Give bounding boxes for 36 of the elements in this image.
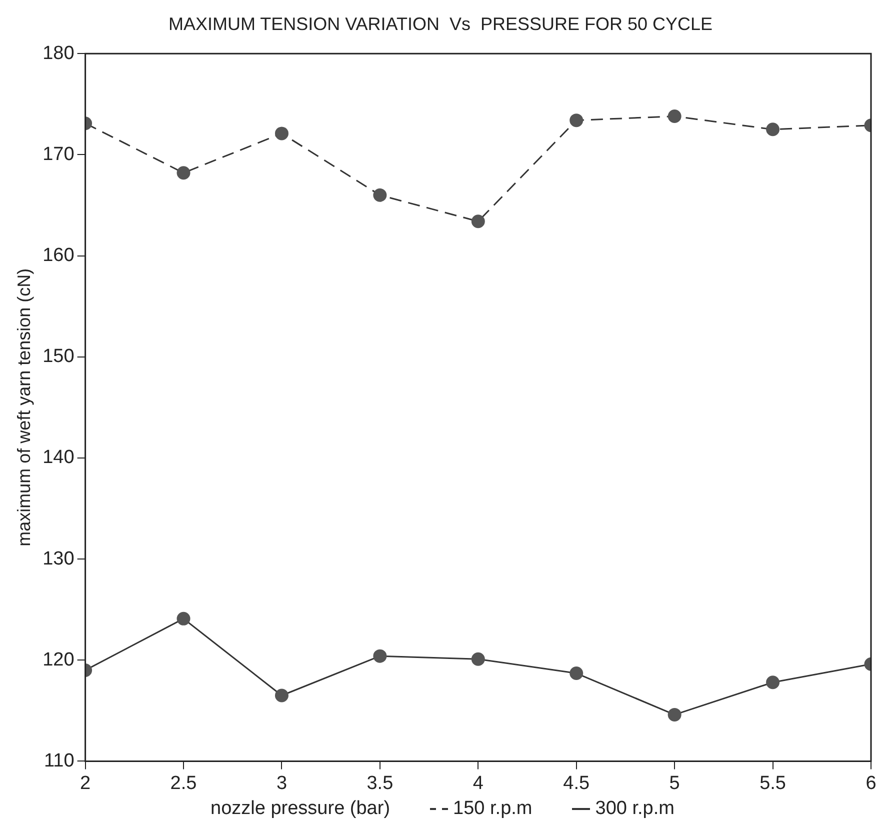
x-tick-label: 3.5 xyxy=(366,772,394,794)
point xyxy=(668,110,682,124)
y-tick-label: 120 xyxy=(42,649,74,670)
point xyxy=(570,114,584,128)
point xyxy=(373,649,387,663)
x-tick-label: 2.5 xyxy=(170,772,197,794)
y-tick-label: 160 xyxy=(42,245,74,266)
x-tick-label: 5.5 xyxy=(760,772,786,794)
y-tick-label: 170 xyxy=(42,144,74,165)
x-tick-label: 5 xyxy=(669,772,680,794)
x-tick-label: 4.5 xyxy=(563,772,590,794)
x-axis-title: nozzle pressure (bar) xyxy=(210,798,390,820)
chart-title: MAXIMUM TENSION VARIATION Vs PRESSURE FOR 50 CYCLE xyxy=(168,14,713,34)
x-tick-label: 2 xyxy=(80,772,91,794)
point xyxy=(176,166,190,180)
point xyxy=(274,688,288,702)
point xyxy=(471,214,485,228)
x-tick-label: 6 xyxy=(866,772,876,794)
y-tick-label: 140 xyxy=(42,447,74,468)
y-tick-label: 110 xyxy=(44,750,74,772)
point xyxy=(766,676,780,690)
point xyxy=(471,652,485,666)
legend-label: 150 r.p.m xyxy=(453,798,532,820)
point xyxy=(373,188,387,202)
point xyxy=(176,612,190,626)
legend-label: 300 r.p.m xyxy=(595,798,674,820)
x-tick-label: 4 xyxy=(472,772,484,794)
point xyxy=(668,708,682,722)
y-tick-label: 130 xyxy=(42,548,74,570)
point xyxy=(766,122,780,136)
point xyxy=(570,666,584,680)
y-axis-title: maximum of weft yarn tension (cN) xyxy=(14,268,34,546)
x-tick-label: 3 xyxy=(276,772,288,794)
point xyxy=(274,126,288,140)
y-tick-label: 180 xyxy=(42,42,74,64)
y-tick-label: 150 xyxy=(42,346,74,368)
